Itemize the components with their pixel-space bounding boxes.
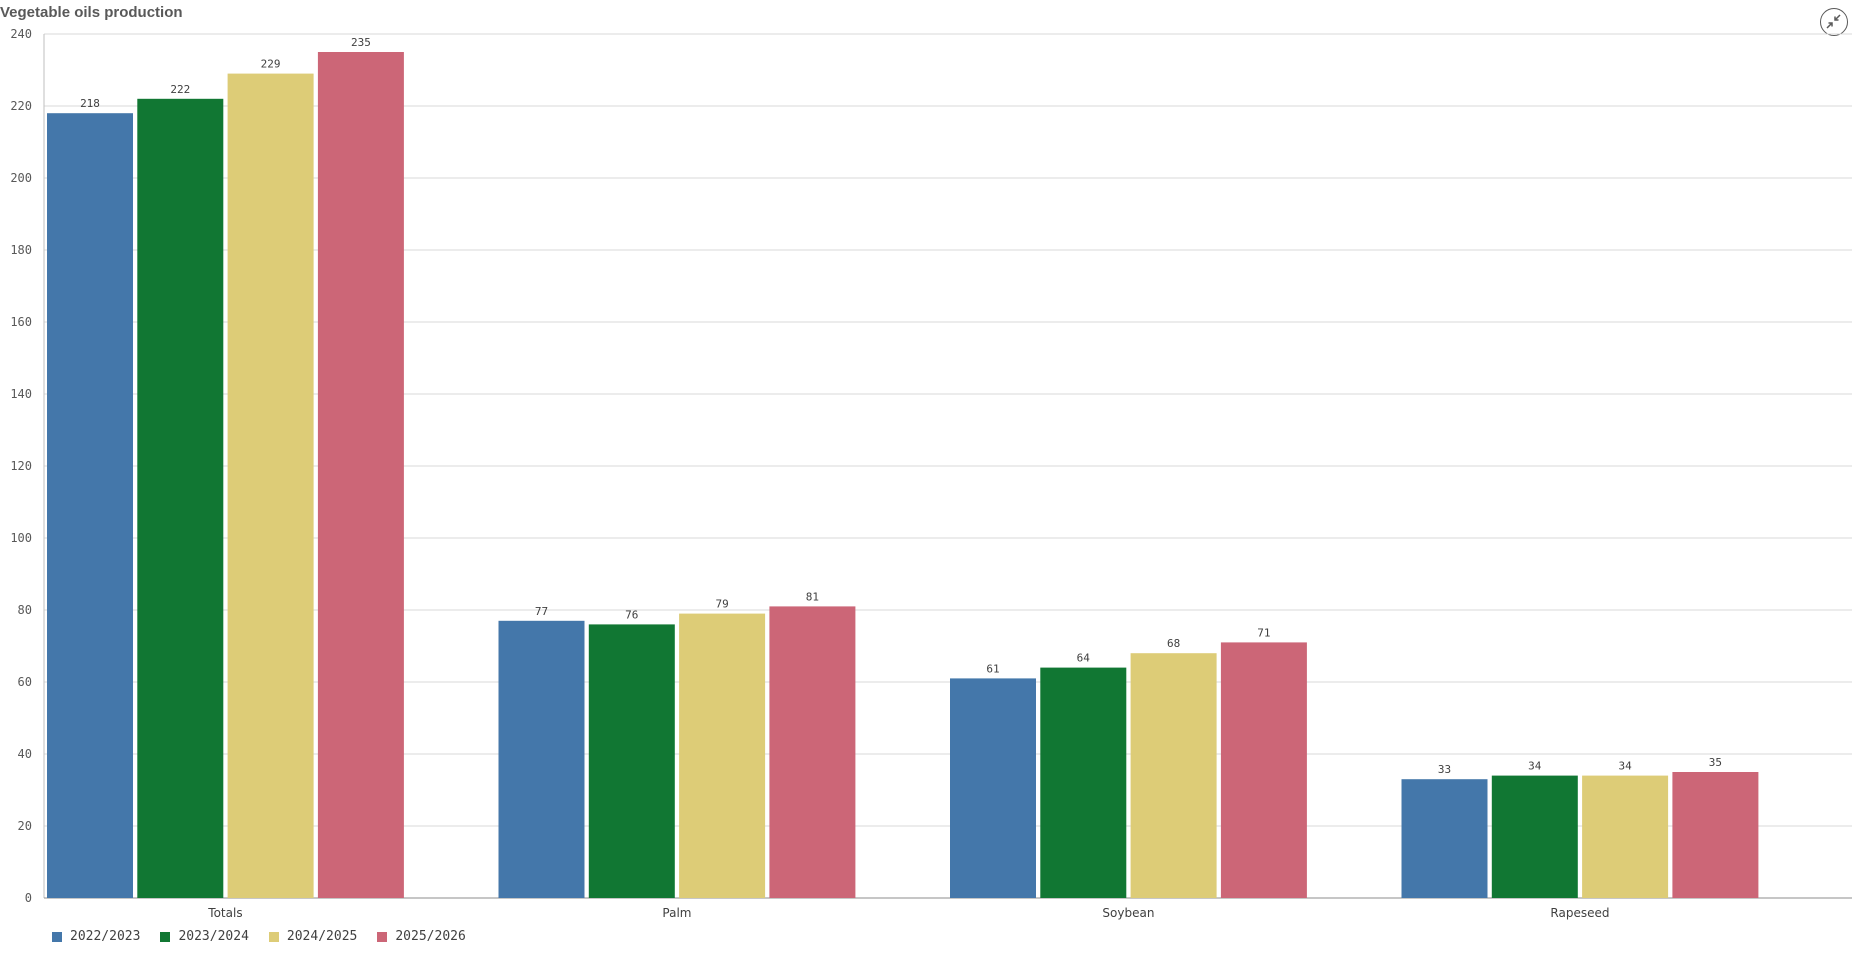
data-label: 33 <box>1438 763 1451 776</box>
data-label: 235 <box>351 36 371 49</box>
data-label: 218 <box>80 97 100 110</box>
y-tick-label: 80 <box>18 603 32 617</box>
legend-item[interactable]: 2024/2025 <box>268 929 358 944</box>
y-tick-label: 240 <box>10 27 32 41</box>
x-tick-label: Totals <box>207 906 242 920</box>
legend-label: 2025/2026 <box>395 929 466 944</box>
data-label: 68 <box>1167 637 1180 650</box>
y-tick-label: 140 <box>10 387 32 401</box>
y-tick-label: 20 <box>18 819 32 833</box>
y-tick-label: 200 <box>10 171 32 185</box>
collapse-button[interactable] <box>1820 8 1848 36</box>
data-label: 81 <box>806 590 819 603</box>
legend-item[interactable]: 2025/2026 <box>377 929 466 944</box>
legend-label: 2024/2025 <box>286 929 358 944</box>
y-tick-label: 100 <box>10 531 32 545</box>
bar[interactable] <box>137 98 224 899</box>
bar[interactable] <box>588 624 675 898</box>
chart-title: Vegetable oils production <box>0 4 183 21</box>
bar[interactable] <box>1582 775 1669 898</box>
data-label: 76 <box>625 608 638 621</box>
bar[interactable] <box>1220 642 1307 898</box>
data-label: 229 <box>261 58 281 71</box>
legend: 2022/2023 2023/2024 2024/2025 2025/2026 <box>52 929 486 944</box>
y-tick-label: 60 <box>18 675 32 689</box>
data-label: 34 <box>1618 760 1632 773</box>
legend-swatch <box>160 931 171 942</box>
legend-label: 2023/2024 <box>178 929 249 944</box>
bar-chart: 0 20 40 60 80 100 120 140 160 180 200 220 240 218 222 2… <box>10 27 1852 920</box>
y-tick-label: 40 <box>18 747 32 761</box>
data-label: 35 <box>1709 756 1722 769</box>
bar[interactable] <box>1672 772 1759 898</box>
bar[interactable] <box>227 73 314 899</box>
bar[interactable] <box>679 613 766 898</box>
y-tick-label: 160 <box>10 315 32 329</box>
bar[interactable] <box>498 620 585 898</box>
y-tick-label: 0 <box>25 891 32 905</box>
legend-swatch <box>268 931 279 942</box>
bar[interactable] <box>1040 667 1127 898</box>
legend-swatch <box>52 931 62 942</box>
data-label: 71 <box>1257 626 1270 639</box>
bar[interactable] <box>1401 779 1488 898</box>
bar[interactable] <box>47 113 133 898</box>
bar[interactable] <box>1130 653 1217 898</box>
legend-item[interactable]: 2023/2024 <box>160 929 249 944</box>
x-tick-label: Soybean <box>1102 906 1154 920</box>
bar[interactable] <box>317 52 404 898</box>
data-label: 64 <box>1077 652 1091 665</box>
collapse-arrows-icon <box>1826 14 1841 29</box>
bar[interactable] <box>769 606 856 898</box>
bar[interactable] <box>950 678 1036 898</box>
y-tick-label: 120 <box>10 459 32 473</box>
bar[interactable] <box>1491 775 1578 898</box>
data-label: 79 <box>715 598 728 611</box>
x-tick-label: Rapeseed <box>1550 906 1609 920</box>
data-label: 61 <box>986 662 999 675</box>
data-label: 77 <box>535 605 548 618</box>
data-label: 34 <box>1528 760 1542 773</box>
legend-swatch <box>377 931 388 942</box>
data-label: 222 <box>170 83 190 96</box>
x-tick-label: Palm <box>662 906 691 920</box>
legend-item[interactable]: 2022/2023 <box>52 929 140 944</box>
legend-label: 2022/2023 <box>70 929 141 944</box>
y-tick-label: 180 <box>10 243 32 257</box>
y-tick-label: 220 <box>10 99 32 113</box>
